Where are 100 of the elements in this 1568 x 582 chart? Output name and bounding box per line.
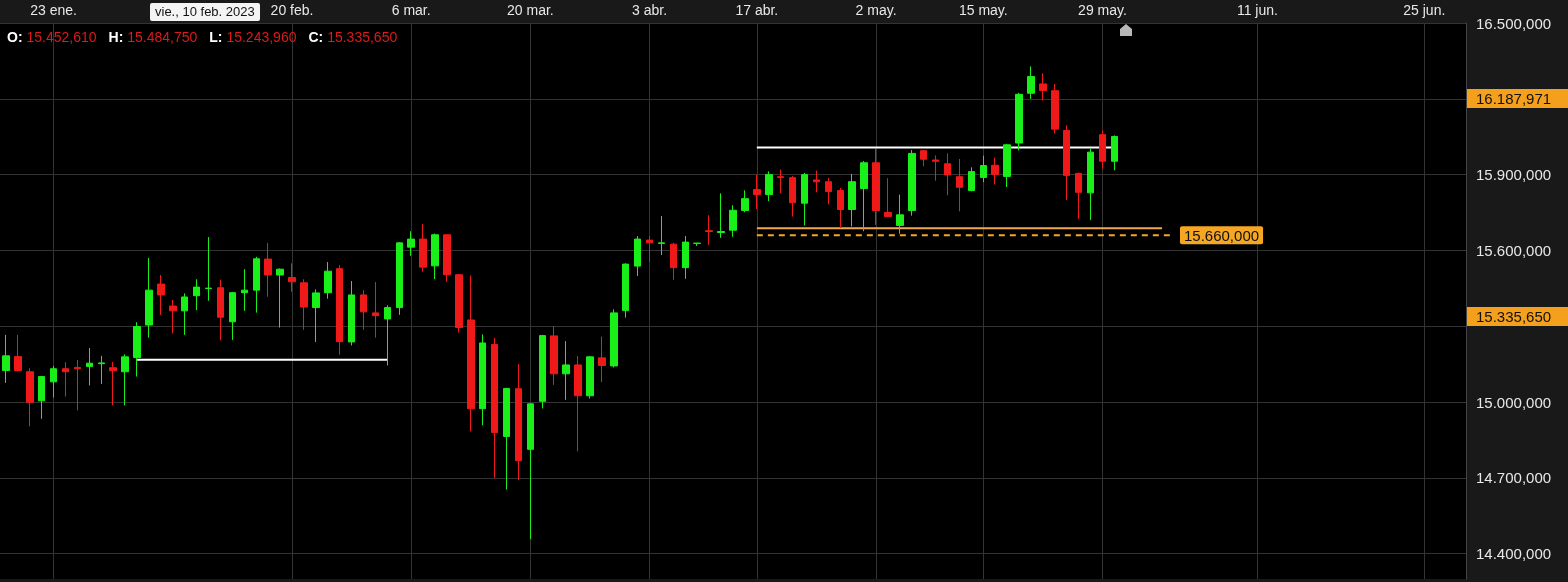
candlestick bbox=[396, 241, 403, 316]
candlestick bbox=[884, 177, 892, 218]
candlestick bbox=[848, 173, 856, 227]
candlestick bbox=[1027, 65, 1035, 100]
candlestick bbox=[562, 340, 570, 401]
x-tick-label: 20 mar. bbox=[507, 2, 554, 18]
candlestick bbox=[38, 375, 45, 420]
candlestick bbox=[1075, 172, 1082, 220]
candlestick bbox=[419, 223, 427, 273]
candlestick bbox=[527, 402, 534, 540]
candlestick bbox=[968, 166, 975, 192]
candlestick bbox=[991, 157, 999, 185]
candlestick bbox=[1087, 148, 1094, 221]
candlestick bbox=[109, 361, 117, 406]
candlestick bbox=[550, 325, 558, 386]
candlestick bbox=[86, 347, 93, 386]
candlestick bbox=[336, 264, 343, 356]
candlestick bbox=[932, 154, 939, 182]
candlestick bbox=[777, 169, 784, 194]
candlestick bbox=[276, 267, 284, 329]
x-tick-label: 25 jun. bbox=[1403, 2, 1446, 18]
candlestick bbox=[14, 334, 22, 373]
candlestick bbox=[1039, 72, 1047, 102]
candlestick bbox=[789, 175, 796, 218]
candlestick bbox=[205, 236, 212, 302]
x-tick-label: 17 abr. bbox=[735, 2, 779, 18]
x-tick-label: 29 may. bbox=[1078, 2, 1127, 18]
candlestick bbox=[693, 242, 701, 247]
y-tick-label: 15.900,000 bbox=[1476, 166, 1552, 184]
candlestick bbox=[324, 261, 332, 300]
candlestick bbox=[217, 279, 224, 341]
annotation: L: 15.243,960 bbox=[209, 29, 297, 45]
text: vie., 10 feb. 2023 bbox=[150, 3, 260, 21]
candlestick bbox=[729, 204, 737, 238]
candlestick bbox=[944, 152, 951, 196]
candlestick bbox=[372, 281, 379, 339]
candlestick bbox=[229, 291, 236, 341]
candlestick bbox=[598, 336, 606, 383]
candlestick bbox=[300, 278, 308, 331]
candlestick bbox=[872, 148, 880, 226]
series-label: 15.660,000 bbox=[1183, 226, 1260, 244]
candlestick bbox=[908, 149, 916, 217]
candlestick bbox=[1063, 124, 1070, 201]
candlestick bbox=[837, 187, 844, 229]
candlestick bbox=[253, 256, 260, 314]
candlestick bbox=[169, 299, 177, 334]
candlestick bbox=[312, 288, 320, 343]
candlestick bbox=[765, 170, 773, 202]
candlestick bbox=[646, 235, 653, 263]
candlestick bbox=[241, 268, 248, 312]
candlestick bbox=[50, 365, 57, 399]
candlestick bbox=[145, 257, 153, 339]
annotation: H: 15.484,750 bbox=[108, 29, 198, 45]
candlestick bbox=[193, 278, 200, 311]
text: 16.187,971 bbox=[1467, 89, 1568, 108]
candlestick bbox=[491, 337, 498, 479]
candlestick bbox=[157, 274, 165, 316]
candlestick bbox=[26, 367, 34, 427]
candlestick bbox=[455, 273, 463, 334]
candlestick bbox=[896, 194, 904, 235]
candlestick bbox=[980, 155, 987, 183]
candlestick bbox=[717, 192, 725, 239]
candlestick bbox=[634, 235, 641, 277]
candlestick bbox=[479, 333, 486, 426]
candlestick bbox=[586, 355, 594, 400]
candlestick bbox=[920, 149, 927, 167]
candlestick bbox=[622, 262, 629, 319]
candlestick bbox=[443, 233, 451, 283]
candlestick bbox=[741, 189, 749, 213]
candlestick bbox=[503, 387, 510, 491]
candlestick bbox=[407, 230, 415, 257]
candlestick bbox=[515, 363, 522, 481]
candlestick bbox=[98, 355, 105, 385]
x-tick-label: 6 mar. bbox=[391, 2, 431, 18]
candlestick bbox=[956, 158, 963, 212]
candlestick bbox=[62, 361, 69, 398]
x-tick-label: 11 jun. bbox=[1236, 2, 1278, 18]
candlestick bbox=[181, 292, 188, 336]
y-tick-label: 16.500,000 bbox=[1476, 14, 1552, 32]
candlestick bbox=[753, 174, 761, 210]
x-tick-label: 2 may. bbox=[855, 2, 897, 18]
annotation: C: 15.335,650 bbox=[308, 29, 398, 45]
candlestick bbox=[825, 177, 832, 205]
candlestick bbox=[384, 304, 391, 366]
candlestick bbox=[813, 170, 820, 193]
candlestick bbox=[1015, 92, 1023, 151]
text: 15.335,650 bbox=[1467, 307, 1568, 326]
candlestick bbox=[74, 359, 81, 411]
candlestick bbox=[539, 334, 546, 409]
candlestick bbox=[1111, 134, 1118, 171]
x-tick-label: 15 may. bbox=[958, 2, 1008, 18]
candlestick bbox=[610, 308, 618, 368]
candlestick bbox=[288, 262, 296, 293]
x-tick-label: 20 feb. bbox=[270, 2, 314, 18]
x-tick-label: 3 abr. bbox=[632, 2, 668, 18]
candlestick bbox=[801, 172, 808, 226]
candlestick bbox=[264, 242, 272, 298]
candlestick bbox=[2, 334, 10, 384]
candlestick bbox=[682, 235, 689, 280]
y-tick-label: 15.000,000 bbox=[1476, 393, 1552, 411]
